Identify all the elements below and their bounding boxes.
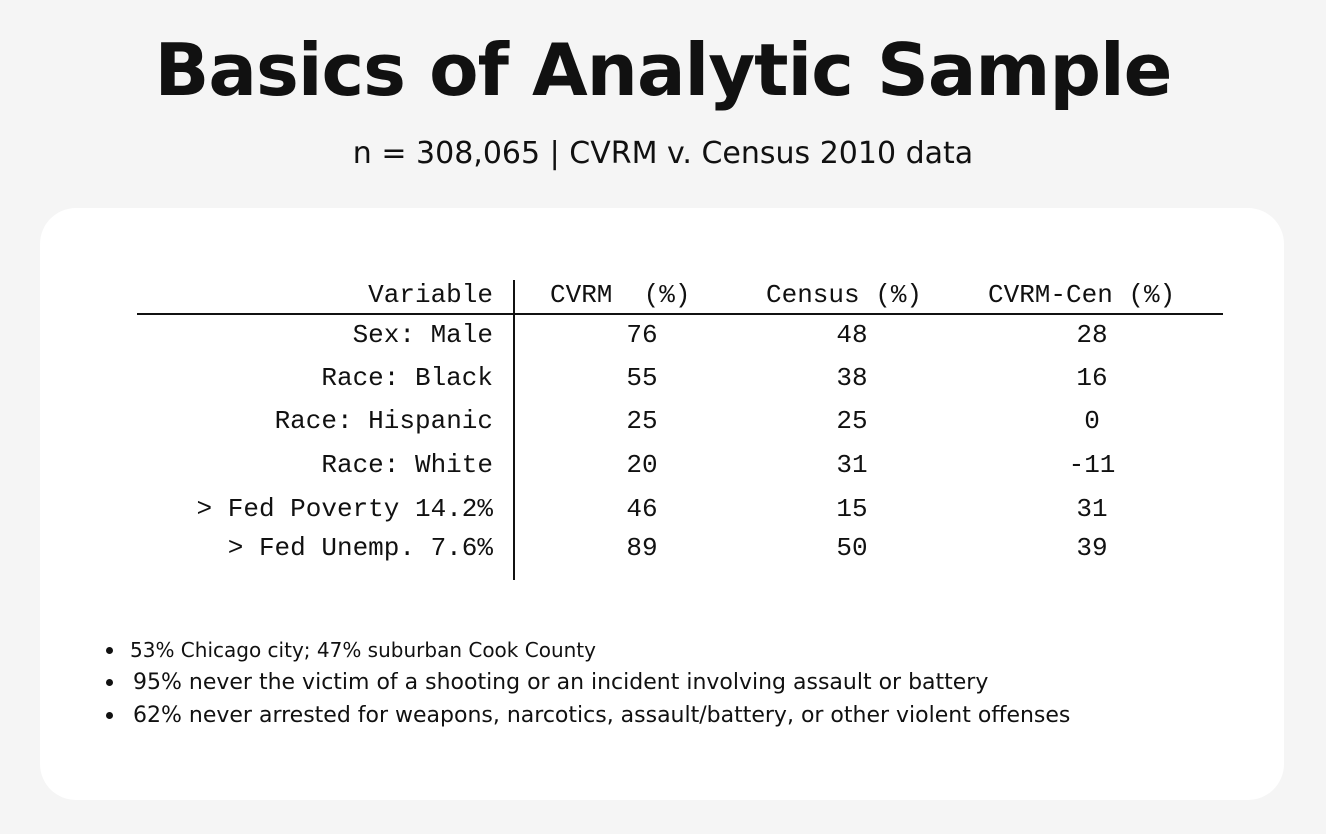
row-fed-unemp-census: 50 <box>836 533 868 563</box>
list-item-text: 62% never arrested for weapons, narcotic… <box>133 703 1071 728</box>
row-race-hispanic-census: 25 <box>836 406 868 436</box>
row-fed-unemp-label: > Fed Unemp. 7.6% <box>227 533 493 563</box>
page-subtitle: n = 308,065 | CVRM v. Census 2010 data <box>352 136 974 171</box>
row-race-white-census: 31 <box>836 450 868 480</box>
header-cvrm: CVRM (%) <box>550 280 691 310</box>
bullet-dot-icon <box>106 647 113 654</box>
list-item: 95% never the victim of a shooting or an… <box>106 666 1256 699</box>
row-race-black-diff: 16 <box>1076 363 1108 393</box>
row-race-white-label: Race: White <box>321 450 493 480</box>
row-fed-unemp-diff: 39 <box>1076 533 1108 563</box>
bullet-dot-icon <box>106 712 113 719</box>
list-item: 53% Chicago city; 47% suburban Cook Coun… <box>106 634 1256 666</box>
row-fed-poverty-label: > Fed Poverty 14.2% <box>196 494 493 524</box>
row-fed-poverty-cvrm: 46 <box>626 494 658 524</box>
row-race-white-diff: -11 <box>1068 450 1116 480</box>
bullet-list: 53% Chicago city; 47% suburban Cook Coun… <box>106 634 1256 732</box>
table-header-divider <box>137 313 1223 315</box>
bullet-dot-icon <box>106 679 113 686</box>
row-race-hispanic-label: Race: Hispanic <box>274 406 493 436</box>
row-fed-poverty-census: 15 <box>836 494 868 524</box>
content-card: Variable CVRM (%) Census (%) CVRM-Cen (%… <box>40 208 1284 800</box>
list-item: 62% never arrested for weapons, narcotic… <box>106 699 1256 732</box>
table-vertical-divider <box>513 280 515 580</box>
row-race-white-cvrm: 20 <box>626 450 658 480</box>
header-variable: Variable <box>368 280 493 310</box>
header-census: Census (%) <box>766 280 923 310</box>
row-race-hispanic-cvrm: 25 <box>626 406 658 436</box>
list-item-text: 53% Chicago city; 47% suburban Cook Coun… <box>130 638 596 662</box>
row-race-black-cvrm: 55 <box>626 363 658 393</box>
header-difference: CVRM-Cen (%) <box>988 280 1176 310</box>
row-race-hispanic-diff: 0 <box>1084 406 1100 436</box>
row-fed-unemp-cvrm: 89 <box>626 533 658 563</box>
page-title: Basics of Analytic Sample <box>154 28 1173 112</box>
row-race-black-census: 38 <box>836 363 868 393</box>
summary-table: Variable CVRM (%) Census (%) CVRM-Cen (%… <box>137 278 1223 588</box>
row-sex-male-census: 48 <box>836 320 868 350</box>
row-sex-male-label: Sex: Male <box>352 320 493 350</box>
row-sex-male-cvrm: 76 <box>626 320 658 350</box>
row-fed-poverty-diff: 31 <box>1076 494 1108 524</box>
list-item-text: 95% never the victim of a shooting or an… <box>133 670 989 695</box>
row-sex-male-diff: 28 <box>1076 320 1108 350</box>
row-race-black-label: Race: Black <box>321 363 493 393</box>
